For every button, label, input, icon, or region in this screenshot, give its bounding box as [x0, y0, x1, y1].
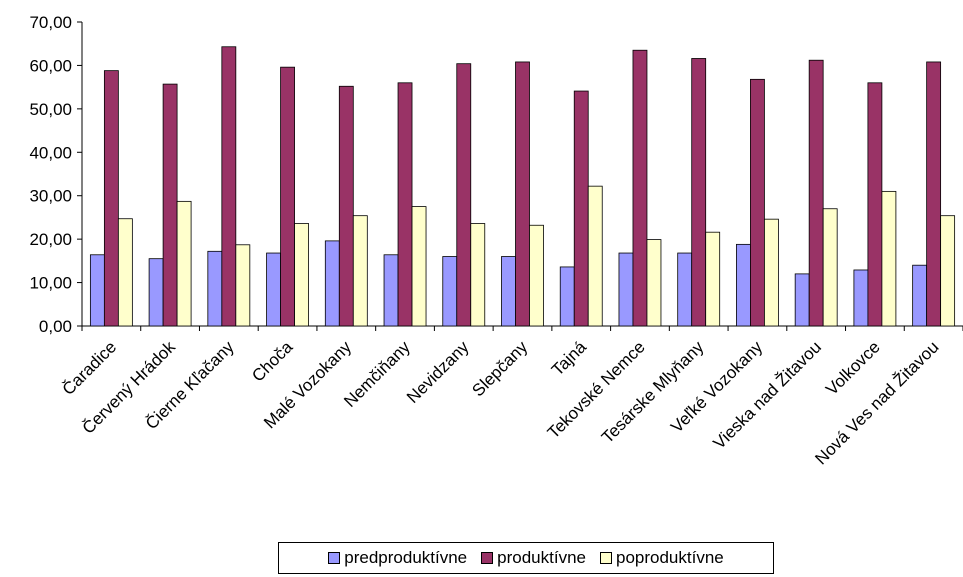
y-tick-label: 40,00: [29, 143, 72, 162]
bar: [736, 243, 751, 327]
bar: [940, 215, 956, 327]
bar: [294, 223, 309, 327]
bar: [221, 46, 237, 327]
x-tick-label: Choča: [248, 337, 297, 386]
x-tick-label: Slepčany: [468, 337, 531, 400]
bar: [808, 59, 824, 327]
bar: [501, 256, 516, 327]
legend-swatch-poproduktivne: [599, 552, 612, 564]
bar: [632, 49, 648, 327]
y-tick-label: 10,00: [29, 274, 72, 293]
legend-item-produktivne: produktívne: [481, 548, 586, 568]
y-tick-label: 30,00: [29, 187, 72, 206]
bar: [207, 250, 223, 327]
bar: [148, 258, 164, 327]
bar: [280, 66, 295, 327]
bar: [352, 215, 368, 327]
bar: [867, 82, 883, 327]
x-tick-label: Volkovce: [822, 337, 884, 399]
bar: [853, 269, 869, 327]
bar: [176, 200, 192, 327]
bar: [383, 254, 399, 327]
bar: [926, 61, 942, 327]
bar: [587, 185, 603, 327]
bar: [266, 252, 281, 327]
bar: [324, 240, 340, 327]
x-tick-label: Vieska nad Žitavou: [710, 337, 825, 452]
bar: [442, 256, 458, 327]
bar: [470, 223, 486, 327]
x-tick-label: Nevidzany: [403, 337, 473, 407]
bar: [162, 83, 178, 327]
bar: [117, 218, 133, 327]
bar: [103, 70, 119, 327]
bar: [529, 224, 544, 327]
y-tick-label: 20,00: [29, 230, 72, 249]
bar: [235, 244, 251, 327]
y-tick-label: 50,00: [29, 100, 72, 119]
legend: predproduktívne produktívne poproduktívn…: [278, 542, 774, 574]
bar: [573, 90, 589, 327]
bar: [89, 254, 105, 327]
bar: [456, 63, 472, 327]
legend-item-predproduktivne: predproduktívne: [328, 548, 467, 568]
x-tick-label: Čaradice: [59, 337, 121, 399]
y-tick-label: 0,00: [39, 317, 72, 336]
legend-swatch-predproduktivne: [328, 552, 341, 564]
y-tick-label: 60,00: [29, 56, 72, 75]
x-tick-label: Tesárske Mlyňany: [598, 337, 708, 447]
bar: [691, 58, 707, 327]
y-tick-label: 70,00: [29, 13, 72, 32]
bar: [750, 78, 765, 327]
bar: [646, 239, 662, 327]
bar: [411, 206, 427, 327]
bar: [618, 252, 634, 327]
legend-swatch-produktivne: [481, 552, 494, 564]
bar: [881, 190, 897, 327]
bar: [338, 85, 354, 327]
bar: [559, 266, 575, 327]
bar: [397, 82, 413, 327]
bar: [794, 273, 810, 327]
bar: [677, 252, 693, 327]
bar: [515, 61, 530, 327]
legend-label-produktivne: produktívne: [497, 548, 586, 567]
bar: [705, 231, 721, 327]
legend-label-predproduktivne: predproduktívne: [344, 548, 468, 567]
bar: [764, 218, 779, 327]
bar: [822, 208, 838, 327]
bar: [912, 264, 928, 327]
x-tick-label: Tajná: [548, 337, 591, 380]
legend-item-poproduktivne: poproduktívne: [599, 548, 724, 568]
legend-label-poproduktivne: poproduktívne: [615, 548, 724, 567]
